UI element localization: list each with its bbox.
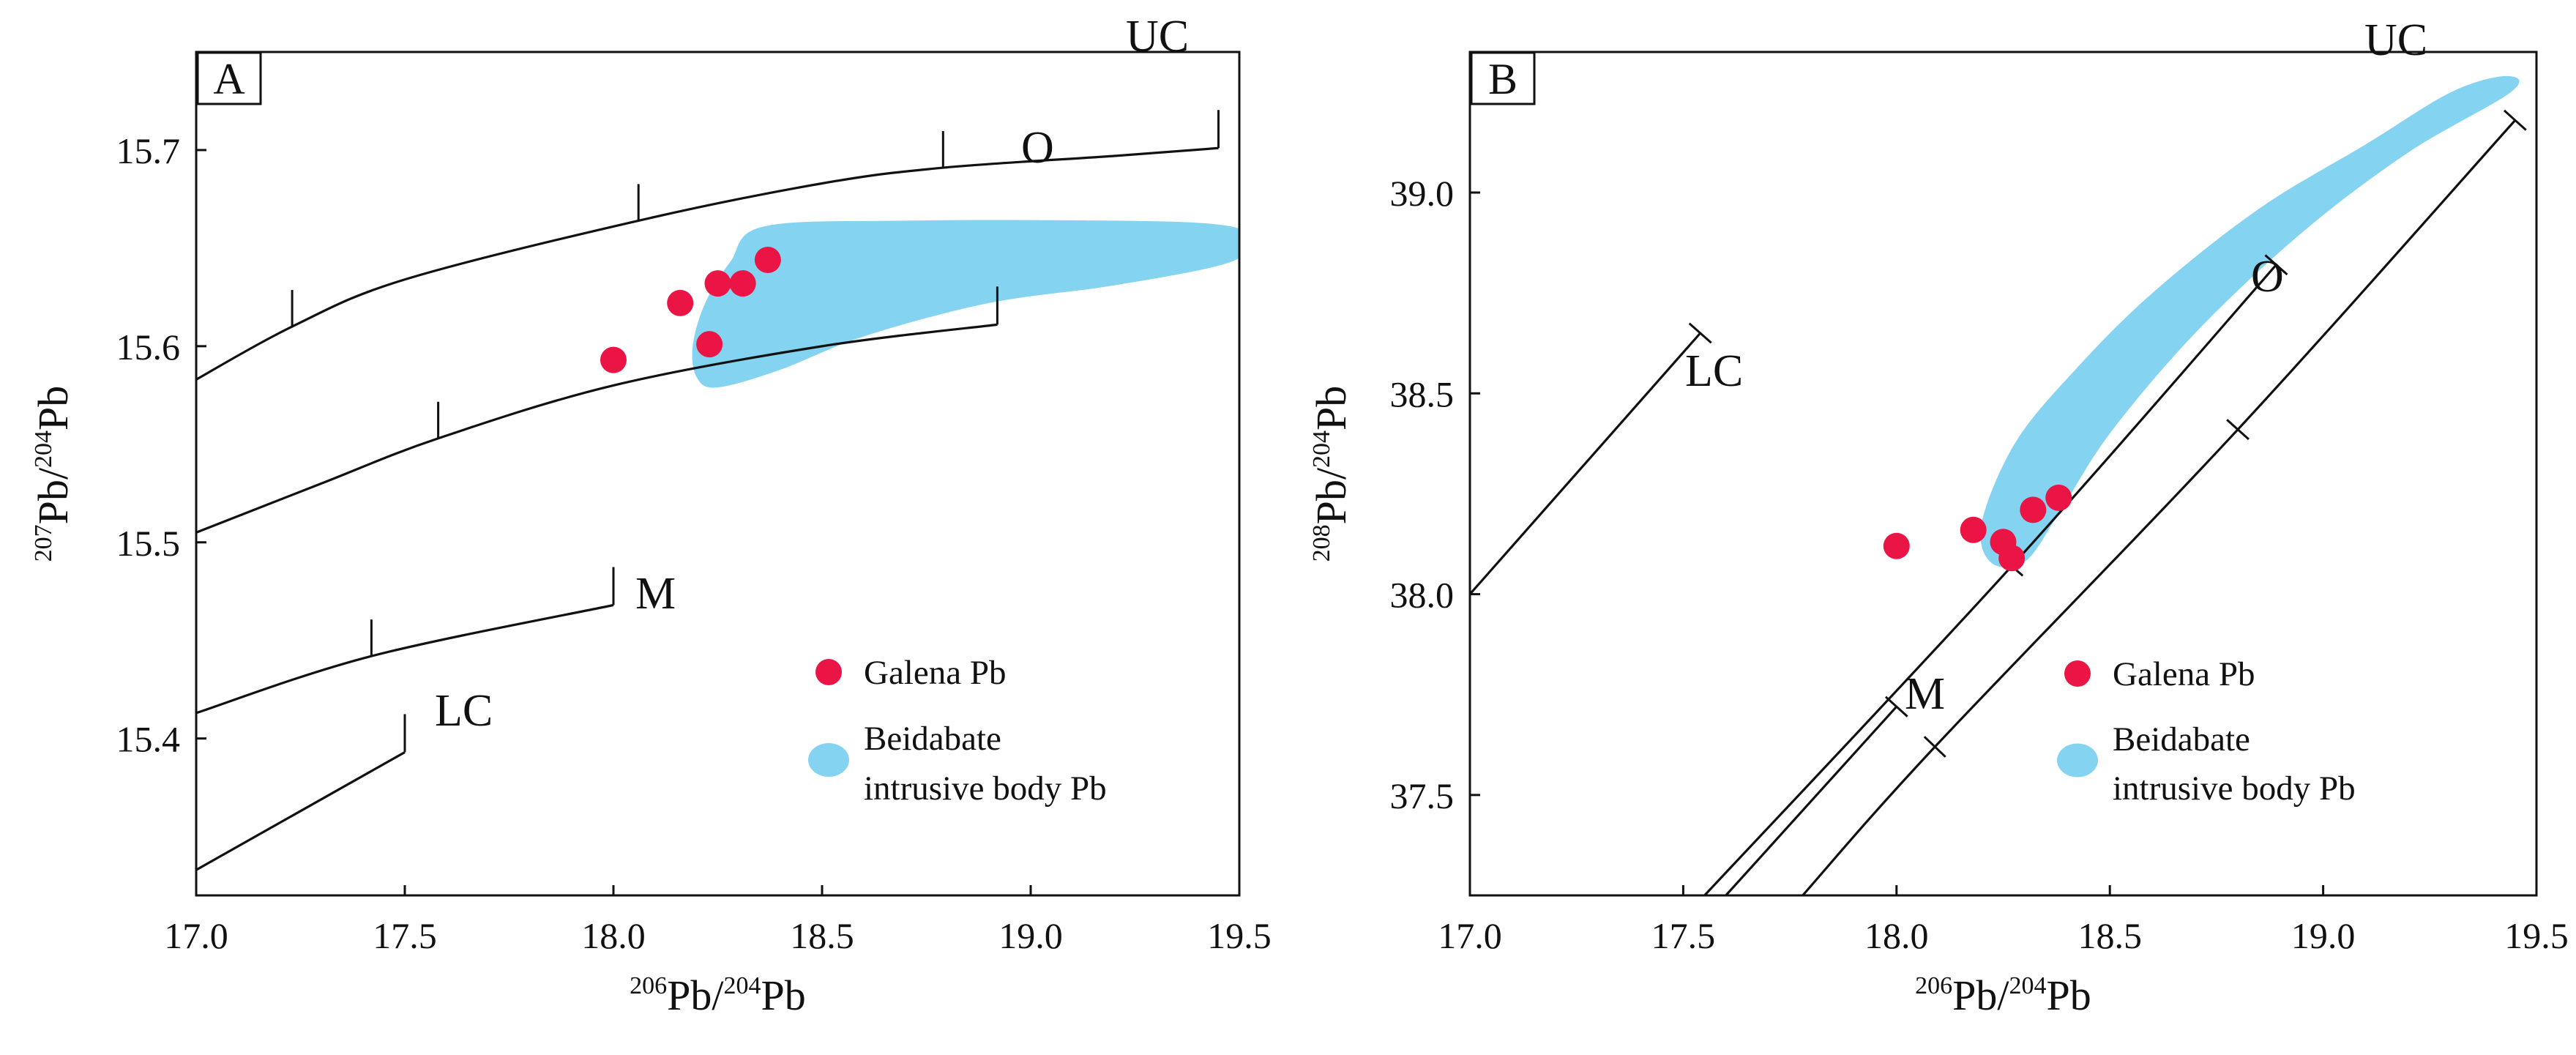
- axis-title-base1: Pb/: [667, 972, 724, 1019]
- panel-b-x-tick-label-5: 19.5: [2504, 915, 2569, 956]
- panel-a-curve-m: [196, 603, 614, 715]
- panel-a-y-tick-label-0: 15.4: [116, 719, 181, 760]
- axis-title-base2: Pb: [761, 972, 806, 1019]
- panel-b-galena-point-1: [1960, 516, 1987, 543]
- panel-a-y-axis-title: 207Pb/204Pb: [29, 386, 77, 562]
- panel-a-curve-uc: [196, 146, 1219, 381]
- panel-b-legend-galena-marker: [2064, 660, 2091, 687]
- panel-a: UC O M LC A 17.0 17.5 18.0 18.5 19.0 19.5 15.4 15.5 1…: [29, 12, 1272, 1019]
- panel-b-y-tick-label-2: 38.5: [1390, 373, 1455, 414]
- panel-a-x-tick-label-4: 19.0: [998, 915, 1063, 956]
- panel-a-legend-galena-label: Galena Pb: [864, 654, 1006, 692]
- panel-b-curve-label-m: M: [1905, 669, 1945, 719]
- axis-title-sup: 207: [30, 524, 57, 562]
- panel-a-x-axis-title: 206Pb/204Pb: [630, 972, 806, 1019]
- panel-a-galena-point-2: [704, 270, 731, 297]
- panel-a-galena-point-4: [754, 246, 781, 273]
- axis-title-base1: Pb/: [29, 467, 77, 524]
- panel-a-galena-point-5: [696, 331, 723, 358]
- panel-b-galena-point-3: [1998, 545, 2026, 572]
- axis-title-sup2: 204: [1308, 430, 1335, 468]
- panel-b-legend-intrusive-label-line1: Beidabate: [2113, 720, 2250, 758]
- panel-a-plot-frame: [195, 51, 1241, 897]
- panel-b-x-tick-label-3: 18.5: [2077, 915, 2142, 956]
- panel-b-curve-o-end-cap: [2264, 254, 2288, 276]
- axis-title-sup: 206: [1915, 972, 1952, 999]
- axis-title-base2: Pb: [1307, 386, 1355, 430]
- panel-b-curve-label-o: O: [2251, 252, 2284, 302]
- panel-b-x-axis-title: 206Pb/204Pb: [1915, 972, 2091, 1019]
- panel-b-letter-box: [1470, 51, 1536, 105]
- panel-a-y-tick-label-3: 15.7: [116, 130, 181, 171]
- panel-b-y-tick-label-3: 39.0: [1390, 173, 1455, 214]
- panel-b: LC O M UC B 17.0 17.5 18.0 18.5 19.0 19.5 37.5 38.0 3…: [1307, 15, 2569, 1019]
- panel-a-legend-galena-marker: [815, 659, 842, 685]
- panel-b-curve-uc-tick-0: [1923, 736, 1946, 758]
- panel-b-x-tick-label-4: 19.0: [2291, 915, 2356, 956]
- panel-b-x-tick-label-0: 17.0: [1438, 915, 1502, 956]
- panel-b-galena-point-4: [2020, 496, 2047, 523]
- panel-b-legend-intrusive-marker: [2057, 743, 2098, 778]
- panel-a-curve-label-uc: UC: [1126, 12, 1189, 61]
- panel-a-y-tick-label-2: 15.6: [116, 327, 181, 368]
- panel-a-galena-point-3: [729, 270, 756, 297]
- panel-b-legend-galena-label: Galena Pb: [2113, 655, 2255, 693]
- panel-b-curve-uc-end-cap: [2503, 109, 2527, 131]
- panel-a-curve-label-m: M: [635, 569, 676, 619]
- panel-a-x-tick-label-1: 17.5: [373, 915, 437, 956]
- panel-a-letter: A: [213, 55, 244, 103]
- panel-b-curve-label-uc: UC: [2364, 15, 2427, 65]
- panel-b-curve-m: [1725, 706, 1897, 895]
- axis-title-sup2: 204: [30, 430, 57, 468]
- panel-a-letter-box: [196, 51, 262, 105]
- axis-title-sup: 206: [630, 972, 667, 999]
- panel-b-letter: B: [1488, 55, 1517, 103]
- axis-title-base2: Pb: [29, 386, 77, 430]
- panel-a-y-tick-label-1: 15.5: [116, 523, 181, 564]
- axis-title-base2: Pb: [2047, 972, 2091, 1019]
- panel-b-plot-frame: [1468, 51, 2538, 897]
- panel-a-curve-lc: [196, 751, 406, 871]
- axis-title-base1: Pb/: [1307, 467, 1355, 524]
- panel-b-y-tick-label-0: 37.5: [1390, 775, 1455, 816]
- panel-b-curve-lc: [1470, 332, 1701, 595]
- panel-b-x-tick-label-2: 18.0: [1864, 915, 1929, 956]
- panel-a-x-tick-label-0: 17.0: [164, 915, 228, 956]
- panel-b-curve-lc-end-cap: [1688, 322, 1712, 344]
- panel-a-galena-point-0: [600, 346, 627, 373]
- panel-a-x-tick-label-3: 18.5: [790, 915, 854, 956]
- panel-a-legend: Galena Pb Beidabate intrusive body Pb: [808, 654, 1107, 808]
- panel-b-galena-point-5: [2045, 484, 2072, 511]
- panel-a-x-tick-label-5: 19.5: [1207, 915, 1272, 956]
- panel-a-legend-intrusive-label-line2: intrusive body Pb: [864, 769, 1107, 808]
- panel-b-curve-m-end-cap: [1884, 696, 1908, 717]
- panel-b-curve-uc-tick-1: [2226, 419, 2250, 441]
- panel-a-galena-point-1: [667, 289, 694, 316]
- panel-b-legend: Galena Pb Beidabate intrusive body Pb: [2057, 655, 2356, 808]
- panel-a-x-tick-label-2: 18.0: [581, 915, 646, 956]
- panel-b-x-tick-label-1: 17.5: [1651, 915, 1716, 956]
- panel-a-curve-label-lc: LC: [435, 686, 493, 736]
- panel-b-legend-intrusive-label-line2: intrusive body Pb: [2113, 769, 2356, 808]
- axis-title-sup2: 204: [2009, 972, 2047, 999]
- panel-a-curve-label-o: O: [1021, 123, 1054, 173]
- panel-a-intrusive-body-field: [692, 220, 1239, 388]
- axis-title-sup: 208: [1308, 524, 1335, 562]
- panel-b-curve-label-lc: LC: [1685, 346, 1743, 396]
- axis-title-base1: Pb/: [1952, 972, 2009, 1019]
- panel-b-curve-uc: [1802, 119, 2517, 895]
- panel-b-galena-point-0: [1883, 532, 1910, 559]
- panel-b-y-tick-label-1: 38.0: [1390, 575, 1455, 616]
- panel-a-legend-intrusive-marker: [808, 743, 849, 777]
- panel-a-legend-intrusive-label-line1: Beidabate: [864, 720, 1001, 758]
- panel-b-y-axis-title: 208Pb/204Pb: [1307, 386, 1355, 562]
- axis-title-sup2: 204: [724, 972, 761, 999]
- panel-a-curve-o: [196, 323, 998, 534]
